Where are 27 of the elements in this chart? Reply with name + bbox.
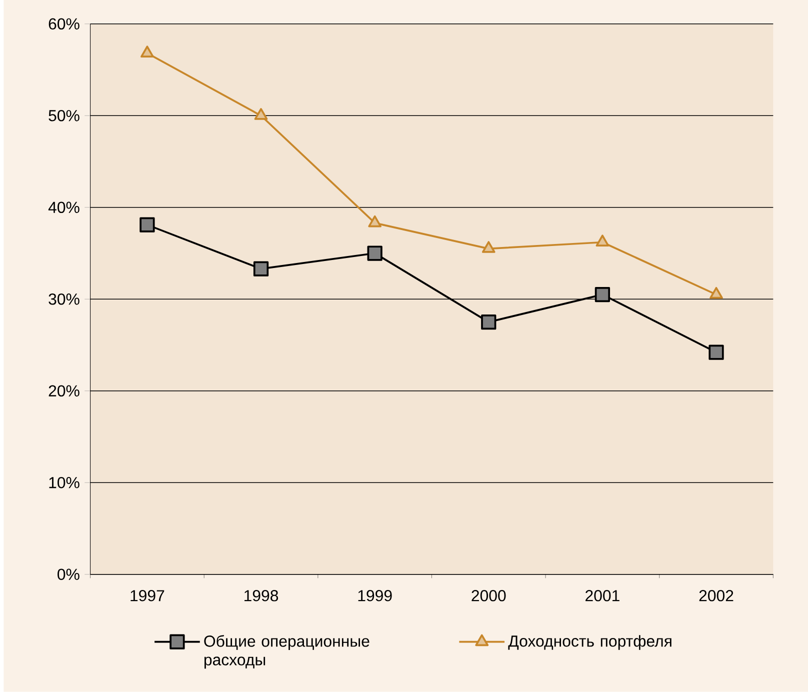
point xyxy=(594,287,610,302)
x-tick-label: 2002 xyxy=(699,590,734,602)
x-tick-label: 1998 xyxy=(244,590,278,602)
point xyxy=(140,46,154,58)
point xyxy=(708,344,724,360)
point xyxy=(140,217,155,232)
point xyxy=(596,234,610,247)
y-tick-label: 0% xyxy=(58,568,80,580)
point xyxy=(253,261,269,276)
y-tick-label: 40% xyxy=(48,202,80,214)
point xyxy=(368,215,382,228)
point xyxy=(482,241,496,253)
legend-label: Доходность портфеля xyxy=(508,635,672,650)
legend-label: Общие операционные расходы xyxy=(204,635,370,669)
y-tick-label: 60% xyxy=(48,18,80,30)
x-tick-label: 1999 xyxy=(358,590,392,602)
y-tick-label: 30% xyxy=(48,294,80,305)
point xyxy=(710,287,723,299)
x-tick-label: 2000 xyxy=(472,590,506,602)
y-tick-label: 20% xyxy=(48,385,80,397)
x-tick-label: 2001 xyxy=(586,590,620,602)
point xyxy=(481,314,496,330)
point xyxy=(367,246,382,261)
x-tick-label: 1997 xyxy=(130,590,164,602)
y-tick-label: 50% xyxy=(48,110,80,122)
point xyxy=(254,108,268,120)
y-tick-label: 10% xyxy=(49,477,80,488)
